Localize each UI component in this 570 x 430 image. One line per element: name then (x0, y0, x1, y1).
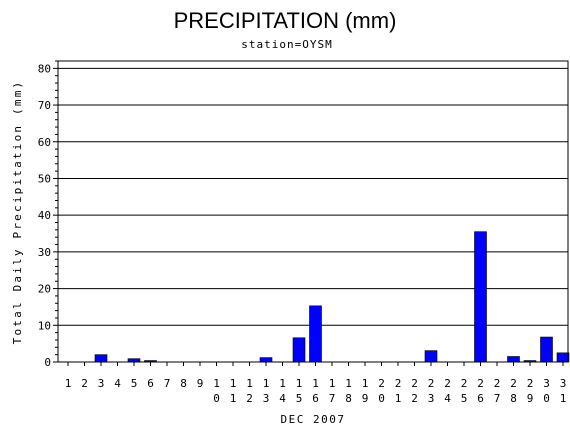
y-tick-label: 0 (44, 356, 51, 369)
y-tick-label: 40 (38, 209, 51, 222)
bar-day-15 (292, 337, 306, 363)
x-axis-label: DEC 2007 (281, 413, 346, 426)
x-tick-label: 9 (197, 377, 204, 390)
x-tick-label: 3 (98, 377, 105, 390)
y-tick-label: 50 (38, 172, 51, 185)
x-tick-label: 7 (164, 377, 171, 390)
y-tick-label: 20 (38, 283, 51, 296)
y-tick-label: 70 (38, 99, 51, 112)
bar-day-30 (540, 336, 553, 363)
chart-subtitle: station=OYSM (241, 38, 332, 51)
bar-day-31 (556, 352, 570, 363)
bars (94, 231, 570, 363)
bar-day-13 (259, 357, 273, 363)
y-tick-label: 10 (38, 319, 51, 332)
x-tick-label: 4 (114, 377, 121, 390)
x-tick-label: 2 (81, 377, 88, 390)
y-tick-label: 60 (38, 136, 51, 149)
bar-day-16 (309, 305, 322, 363)
x-tick-label: 1 (65, 377, 72, 390)
bar-day-3 (94, 354, 108, 363)
grid-lines (58, 67, 568, 326)
y-axis-label: Total Daily Precipitation (mm) (11, 80, 24, 345)
x-axis: 1 2 3 4 5 6 7 8 9 1 01 11 21 31 41 51 61 71 81 92 02 12 22 32 42… (65, 362, 567, 405)
y-axis: 0 10 20 30 40 50 60 70 80 (38, 60, 58, 369)
bar-day-28 (507, 356, 520, 363)
x-tick-label: 8 (180, 377, 187, 390)
chart-title: PRECIPITATION (mm) (174, 8, 397, 33)
bar-day-26 (474, 231, 487, 363)
plot-frame (57, 60, 569, 363)
x-tick-label: 6 (147, 377, 154, 390)
x-tick-label: 5 (131, 377, 138, 390)
y-tick-label: 80 (38, 62, 51, 75)
y-tick-label: 30 (38, 246, 51, 259)
bar-day-23 (424, 350, 438, 363)
